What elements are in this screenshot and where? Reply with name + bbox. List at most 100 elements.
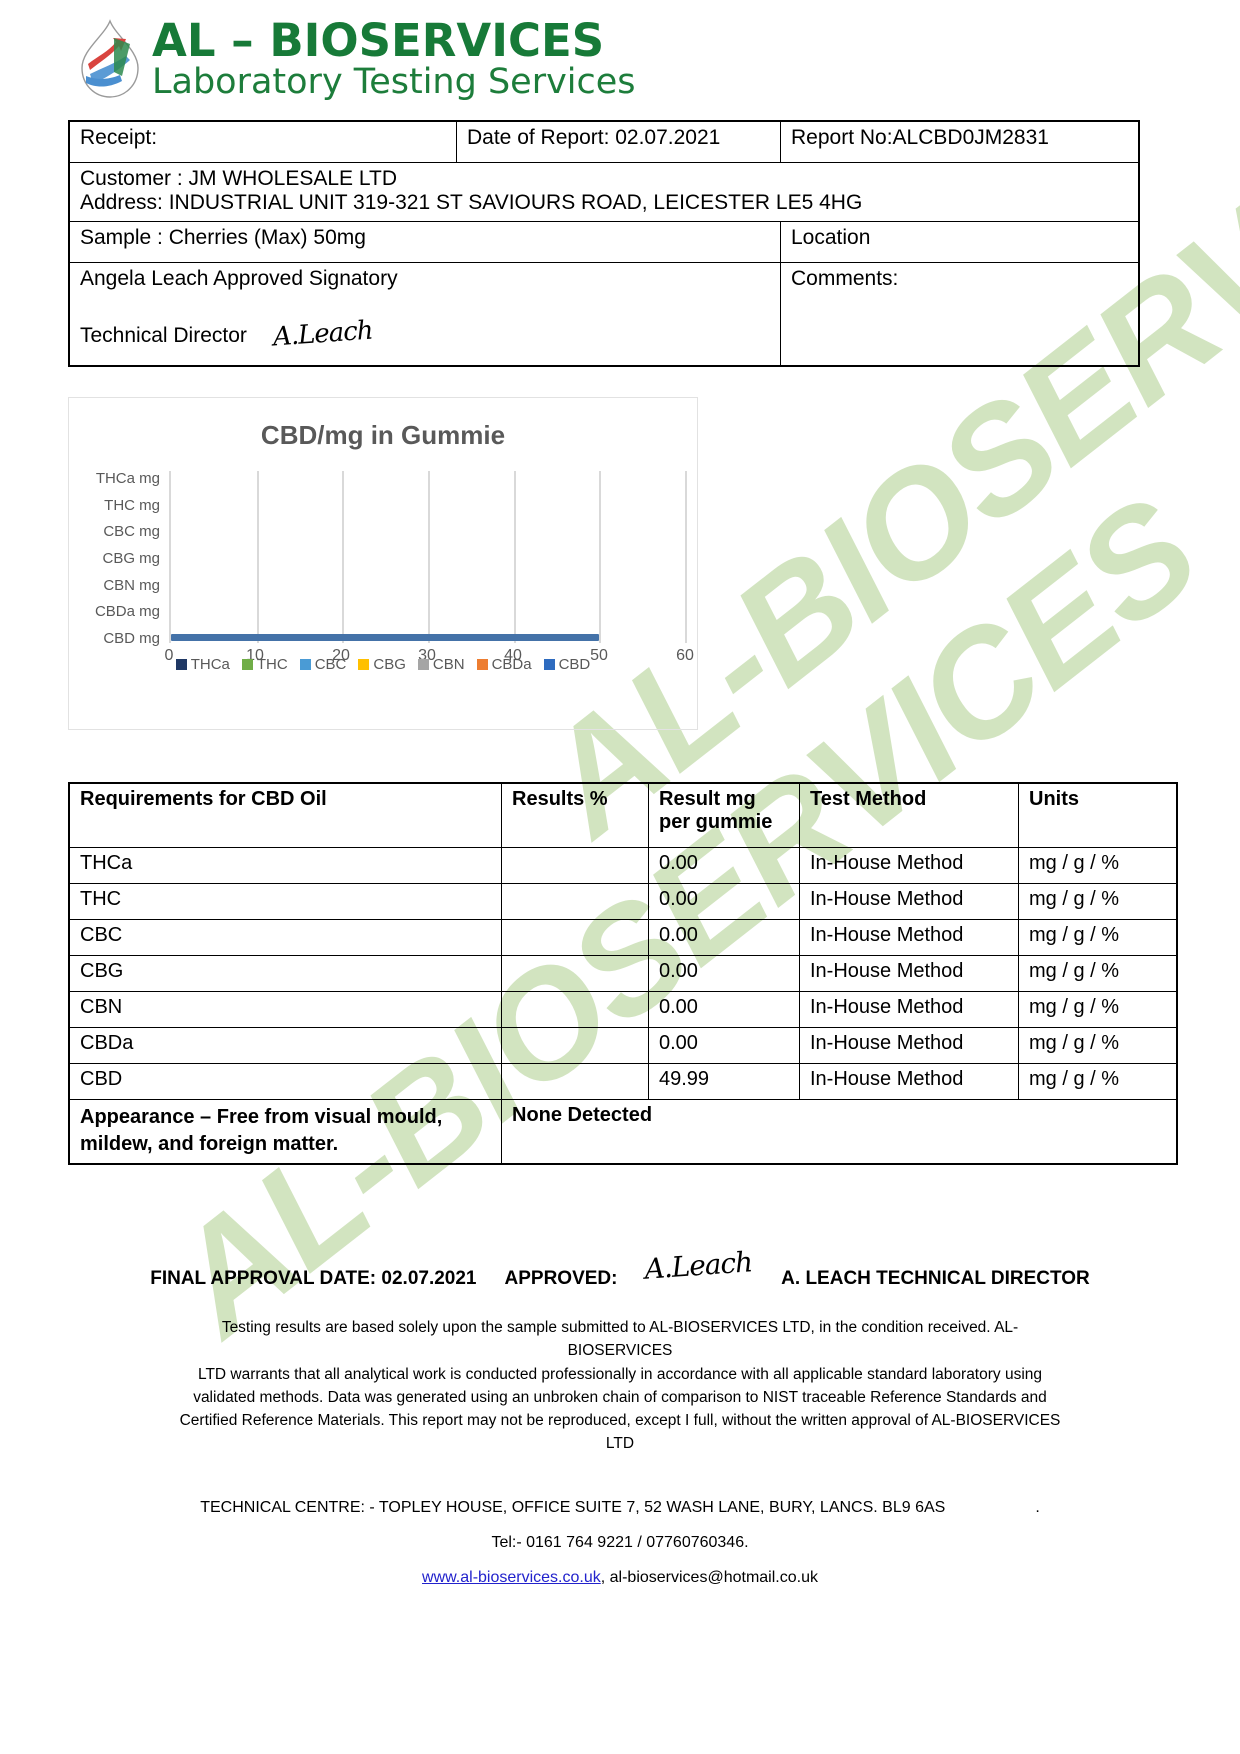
chart-category-label: CBDa mg <box>94 603 160 621</box>
table-row: CBD 49.99 In-House Method mg / g / % <box>68 1063 1178 1100</box>
legend-swatch-icon <box>175 659 187 670</box>
legend-swatch-icon <box>543 659 555 670</box>
analyte-mg: 0.00 <box>648 955 800 992</box>
analyte-mg: 0.00 <box>648 883 800 920</box>
final-approval-date: FINAL APPROVAL DATE: 02.07.2021 <box>150 1268 477 1289</box>
chart-xtick-label: 20 <box>332 647 350 664</box>
analyte-units: mg / g / % <box>1018 883 1178 920</box>
disclaimer-line-3: validated methods. Data was generated us… <box>193 1388 1047 1406</box>
table-row: THC 0.00 In-House Method mg / g / % <box>68 883 1178 920</box>
legend-swatch-icon <box>417 659 429 670</box>
table-row: Angela Leach Approved Signatory Technica… <box>68 262 1140 367</box>
analyte-units: mg / g / % <box>1018 991 1178 1028</box>
signature-icon: A.Leach <box>271 315 374 353</box>
disclaimer-line-4: Certified Reference Materials. This repo… <box>179 1412 1061 1453</box>
legend-label: CBN <box>432 656 465 673</box>
legend-swatch-icon <box>241 659 253 670</box>
address-line: Address: INDUSTRIAL UNIT 319-321 ST SAVI… <box>80 191 863 214</box>
table-row: Customer : JM WHOLESALE LTD Address: IND… <box>68 162 1140 222</box>
contact-footer: TECHNICAL CENTRE: - TOPLEY HOUSE, OFFICE… <box>0 1490 1240 1596</box>
website-link[interactable]: www.al-bioservices.co.uk <box>422 1568 601 1586</box>
analyte-units: mg / g / % <box>1018 847 1178 884</box>
approved-label: APPROVED: <box>504 1268 618 1289</box>
disclaimer-line-1: Testing results are based solely upon th… <box>221 1319 1019 1360</box>
email-address[interactable]: al-bioservices@hotmail.co.uk <box>609 1568 818 1586</box>
analyte-pct <box>501 919 649 956</box>
logo-title: AL – BIOSERVICES <box>152 14 605 67</box>
analyte-method: In-House Method <box>799 883 1019 920</box>
table-row: Sample : Cherries (Max) 50mg Location <box>68 221 1140 263</box>
column-header-result-mg: Result mg per gummie <box>648 782 800 848</box>
analyte-pct <box>501 991 649 1028</box>
chart-category-label: CBC mg <box>103 523 160 541</box>
telephone-line: Tel:- 0161 764 9221 / 07760760346. <box>491 1533 749 1551</box>
chart-plot-wrapper: THCa mg THC mg CBC mg CBG mg CBN mg CBDa… <box>69 471 697 664</box>
analyte-mg: 0.00 <box>648 847 800 884</box>
legend-label: CBD <box>558 656 591 673</box>
chart-title: CBD/mg in Gummie <box>260 420 506 450</box>
customer-address-cell: Customer : JM WHOLESALE LTD Address: IND… <box>68 162 1140 222</box>
analyte-name: CBN <box>68 991 502 1028</box>
analyte-pct <box>501 1063 649 1100</box>
legend-label: THC <box>256 656 288 673</box>
sample-cell: Sample : Cherries (Max) 50mg <box>68 221 781 263</box>
legend-label: CBDa <box>491 656 532 673</box>
legend-swatch-icon <box>358 659 370 670</box>
table-row: Receipt: Date of Report: 02.07.2021 Repo… <box>68 120 1140 163</box>
analyte-units: mg / g / % <box>1018 1063 1178 1100</box>
comments-cell: Comments: <box>780 262 1140 367</box>
chart-gridline <box>428 471 430 643</box>
chart-gridline <box>256 471 259 643</box>
disclaimer-line-2: LTD warrants that all analytical work is… <box>197 1365 1043 1383</box>
column-header-requirements: Requirements for CBD Oil <box>68 782 502 848</box>
legend-item-cbc: CBC <box>299 656 347 673</box>
chart-xtick-label: 0 <box>164 647 174 664</box>
legend-swatch-icon <box>476 659 488 670</box>
appearance-label: Appearance – Free from visual mould, mil… <box>68 1099 502 1165</box>
analyte-method: In-House Method <box>799 991 1019 1028</box>
technical-centre-address: TECHNICAL CENTRE: - TOPLEY HOUSE, OFFICE… <box>0 1490 1240 1525</box>
analyte-units: mg / g / % <box>1018 955 1178 992</box>
analyte-name: CBC <box>68 919 502 956</box>
chart-legend: THCa THC CBC CBG CBN CBDa <box>69 656 697 673</box>
chart-category-label: THC mg <box>104 496 160 514</box>
chart-xtick-label: 60 <box>676 647 694 664</box>
legend-item-thca: THCa <box>175 656 230 673</box>
column-header-result-mg-line2: per gummie <box>659 811 773 833</box>
cbd-chart: CBD/mg in Gummie THCa mg THC mg CBC mg C… <box>68 397 698 730</box>
legend-item-thc: THC <box>241 656 288 673</box>
signatory-cell: Angela Leach Approved Signatory Technica… <box>68 262 781 367</box>
disclaimer-text: Testing results are based solely upon th… <box>175 1316 1065 1456</box>
chart-bar-cbd <box>171 634 600 641</box>
web-email-line: www.al-bioservices.co.uk, al-bioservices… <box>0 1560 1240 1595</box>
results-table: Requirements for CBD Oil Results % Resul… <box>68 782 1178 1165</box>
legend-item-cbg: CBG <box>358 656 406 673</box>
date-of-report-cell: Date of Report: 02.07.2021 <box>456 120 781 163</box>
chart-plot-area <box>169 471 687 643</box>
table-header-row: Requirements for CBD Oil Results % Resul… <box>68 782 1178 848</box>
analyte-mg: 0.00 <box>648 919 800 956</box>
approval-signature-icon: A.Leach <box>643 1245 754 1286</box>
appearance-value: None Detected <box>501 1099 1178 1165</box>
legend-label: CBG <box>373 656 406 673</box>
chart-value-axis: 0 10 20 30 40 50 60 <box>165 647 694 669</box>
analyte-mg: 0.00 <box>648 1027 800 1064</box>
chart-gridline <box>599 471 602 643</box>
chart-gridline <box>685 471 687 643</box>
analyte-method: In-House Method <box>799 847 1019 884</box>
table-row-appearance: Appearance – Free from visual mould, mil… <box>68 1099 1178 1165</box>
legend-label: CBC <box>314 656 347 673</box>
analyte-method: In-House Method <box>799 919 1019 956</box>
approval-section: FINAL APPROVAL DATE: 02.07.2021 APPROVED… <box>0 1245 1240 1290</box>
water-drop-logo-icon <box>81 19 139 98</box>
chart-xtick-label: 50 <box>590 647 608 664</box>
legend-item-cbd: CBD <box>543 656 591 673</box>
analyte-pct <box>501 847 649 884</box>
report-info-table: Receipt: Date of Report: 02.07.2021 Repo… <box>68 120 1140 367</box>
table-row: CBG 0.00 In-House Method mg / g / % <box>68 955 1178 992</box>
table-row: CBDa 0.00 In-House Method mg / g / % <box>68 1027 1178 1064</box>
table-row: CBC 0.00 In-House Method mg / g / % <box>68 919 1178 956</box>
table-row: THCa 0.00 In-House Method mg / g / % <box>68 847 1178 884</box>
technical-director-label: Technical Director <box>80 324 247 347</box>
chart-gridline <box>513 471 516 643</box>
